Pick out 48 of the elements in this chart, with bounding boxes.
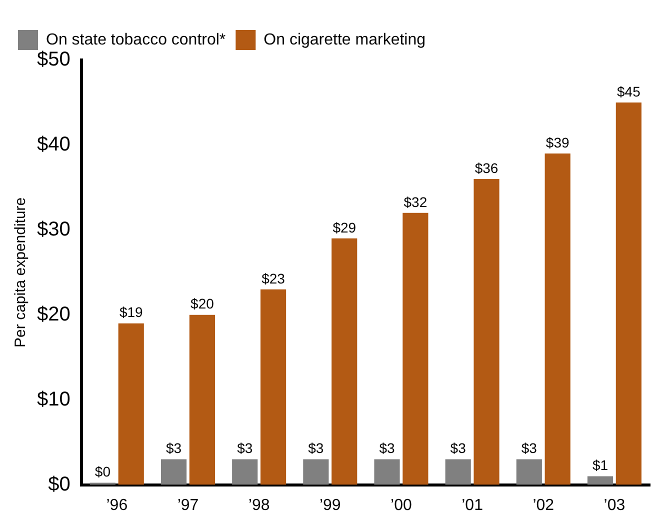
data-label: $0 xyxy=(94,464,111,480)
y-tick-label: $50 xyxy=(36,48,70,71)
bar xyxy=(402,212,428,485)
x-tick-label: ’96 xyxy=(106,496,128,514)
x-tick-label: ’02 xyxy=(532,496,554,514)
x-tick-label: ’98 xyxy=(248,496,270,514)
data-label: $32 xyxy=(404,194,428,210)
bar xyxy=(374,459,400,485)
data-label: $3 xyxy=(308,440,324,456)
data-label: $3 xyxy=(166,440,182,456)
y-tick-label: $40 xyxy=(36,133,70,156)
bar xyxy=(616,102,642,485)
x-tick-label: ’00 xyxy=(390,496,412,514)
data-label: $3 xyxy=(237,440,253,456)
x-tick-label: ’97 xyxy=(177,496,199,514)
data-label: $45 xyxy=(616,83,641,100)
x-tick-label: ’03 xyxy=(604,496,626,514)
y-tick-label: $20 xyxy=(36,303,70,326)
bar xyxy=(232,459,258,485)
legend-label: On cigarette marketing xyxy=(264,31,426,48)
data-label: $3 xyxy=(379,440,396,456)
bar xyxy=(160,459,187,485)
y-tick-label: $10 xyxy=(36,388,70,410)
data-label: $23 xyxy=(262,270,286,286)
data-label: $36 xyxy=(474,160,498,176)
data-label: $39 xyxy=(546,134,570,150)
bar xyxy=(303,459,329,485)
data-label: $20 xyxy=(190,296,214,312)
x-tick-label: ’01 xyxy=(462,496,484,514)
y-tick-label: $30 xyxy=(36,218,70,240)
data-label: $29 xyxy=(332,219,356,236)
bar xyxy=(587,476,614,485)
x-tick-label: ’99 xyxy=(319,496,341,514)
bar xyxy=(544,153,570,485)
y-tick-label: $0 xyxy=(48,473,70,496)
data-label: $3 xyxy=(521,440,538,456)
y-axis-title: Per capita expenditure xyxy=(12,197,30,348)
bar xyxy=(516,459,542,485)
data-label: $3 xyxy=(450,440,466,456)
bar xyxy=(332,238,358,485)
bar xyxy=(189,314,215,485)
data-label: $1 xyxy=(592,457,608,474)
data-label: $19 xyxy=(119,304,144,320)
legend-label: On state tobacco control* xyxy=(46,31,226,48)
bar xyxy=(118,323,144,485)
bar xyxy=(474,178,500,485)
bar xyxy=(260,289,286,485)
bar xyxy=(445,459,471,485)
